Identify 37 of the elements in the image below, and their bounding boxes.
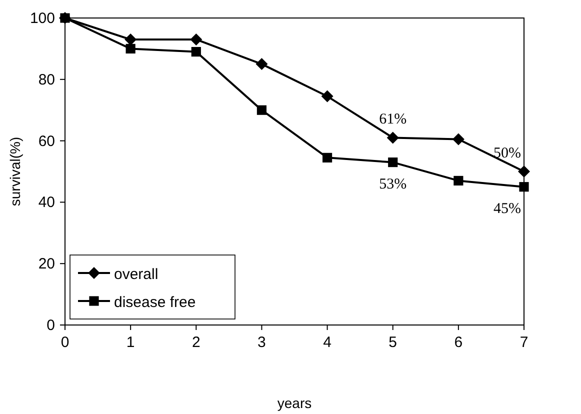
point: [124, 33, 137, 46]
point: [322, 152, 332, 162]
legend-label: disease free: [114, 294, 196, 311]
point: [256, 58, 268, 70]
x-tick-label: 4: [323, 334, 332, 351]
x-tick-label: 1: [126, 334, 135, 351]
x-tick-label: 7: [520, 334, 528, 351]
point: [519, 182, 529, 192]
y-tick-label: 20: [38, 256, 55, 273]
point: [256, 105, 267, 115]
point: [191, 46, 201, 57]
x-tick-label: 6: [454, 334, 463, 351]
x-tick-label: 2: [192, 334, 200, 351]
point: [321, 90, 334, 102]
data-label: 45%: [494, 200, 521, 217]
point: [190, 33, 202, 46]
y-tick-label: 100: [30, 10, 55, 27]
point: [454, 176, 464, 186]
y-tick-label: 80: [38, 71, 55, 88]
x-axis-title: years: [277, 395, 312, 411]
legend-label: overall: [114, 266, 158, 283]
x-tick-label: 5: [388, 334, 398, 351]
point: [388, 157, 398, 168]
point: [60, 13, 70, 23]
data-label: 50%: [494, 146, 521, 162]
point: [126, 44, 136, 54]
y-axis-title: survival(%): [7, 136, 23, 206]
y-tick-label: 0: [46, 317, 55, 334]
y-tick-label: 40: [38, 194, 55, 212]
point: [386, 132, 399, 144]
y-tick-label: 60: [38, 132, 55, 150]
point: [518, 166, 530, 178]
data-label: 61%: [379, 112, 407, 128]
x-tick-label: 3: [258, 334, 266, 351]
x-tick-label: 0: [60, 334, 70, 351]
point: [452, 133, 464, 146]
data-label: 53%: [379, 176, 407, 192]
